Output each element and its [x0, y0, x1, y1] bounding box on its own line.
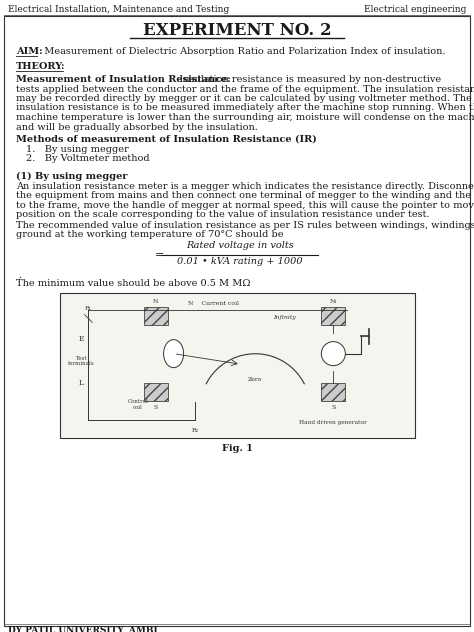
Bar: [321, 307, 346, 325]
Ellipse shape: [164, 339, 183, 368]
Text: N: N: [153, 299, 158, 304]
Text: the equipment from mains and then connect one terminal of megger to the winding : the equipment from mains and then connec…: [16, 191, 474, 200]
Bar: [60, 293, 415, 438]
Text: Rated voltage in volts: Rated voltage in volts: [186, 241, 294, 250]
Text: ground at the working temperature of 70°C should be: ground at the working temperature of 70°…: [16, 230, 283, 240]
Text: N    Current coil: N Current coil: [188, 301, 239, 307]
Text: Electrical engineering: Electrical engineering: [364, 5, 466, 14]
Text: Zero: Zero: [248, 377, 263, 382]
Text: Methods of measurement of Insulation Resistance (IR): Methods of measurement of Insulation Res…: [16, 135, 317, 144]
Text: (1) By using megger: (1) By using megger: [16, 173, 128, 181]
Text: N₁: N₁: [329, 299, 337, 304]
Bar: [144, 307, 168, 325]
Text: insulation resistance is to be measured immediately after the machine stop runni: insulation resistance is to be measured …: [16, 104, 474, 112]
Text: The recommended value of insulation resistance as per IS rules between windings,: The recommended value of insulation resi…: [16, 221, 474, 230]
Text: machine temperature is lower than the surrounding air, moisture will condense on: machine temperature is lower than the su…: [16, 113, 474, 122]
Text: 0.01 • kVA rating + 1000: 0.01 • kVA rating + 1000: [177, 257, 303, 266]
Text: EXPERIMENT NO. 2: EXPERIMENT NO. 2: [143, 22, 331, 39]
Text: 1.   By using megger: 1. By using megger: [26, 145, 129, 154]
Text: R₁: R₁: [85, 307, 92, 312]
Text: E: E: [79, 335, 84, 343]
Text: Hand driven generator: Hand driven generator: [300, 420, 367, 425]
Text: Fig. 1: Fig. 1: [221, 444, 253, 453]
Text: R₂: R₂: [191, 428, 199, 432]
Text: =: =: [155, 250, 164, 260]
Text: An insulation resistance meter is a megger which indicates the resistance direct: An insulation resistance meter is a megg…: [16, 182, 474, 191]
Text: position on the scale corresponding to the value of insulation resistance under : position on the scale corresponding to t…: [16, 210, 429, 219]
Bar: [144, 382, 168, 401]
Text: Infinity: Infinity: [273, 315, 296, 320]
Text: Insulation resistance is measured by non-destructive: Insulation resistance is measured by non…: [173, 75, 441, 84]
Text: Measurement of Insulation Resistance:: Measurement of Insulation Resistance:: [16, 75, 231, 84]
Text: to the frame, move the handle of megger at normal speed, this will cause the poi: to the frame, move the handle of megger …: [16, 201, 474, 210]
Text: S: S: [331, 404, 336, 410]
Text: may be recorded directly by megger or it can be calculated by using voltmeter me: may be recorded directly by megger or it…: [16, 94, 472, 103]
Text: AIM:: AIM:: [16, 47, 43, 56]
Text: .: .: [18, 271, 21, 280]
Text: The minimum value should be above 0.5 M MΩ: The minimum value should be above 0.5 M …: [16, 279, 250, 288]
Text: L: L: [79, 379, 84, 387]
Text: 2.   By Voltmeter method: 2. By Voltmeter method: [26, 154, 150, 163]
Text: DY PATIL UNIVERSITY, AMBI: DY PATIL UNIVERSITY, AMBI: [8, 626, 158, 632]
Text: S: S: [154, 404, 158, 410]
Text: Electrical Installation, Maintenance and Testing: Electrical Installation, Maintenance and…: [8, 5, 229, 14]
Bar: [321, 382, 346, 401]
Text: tests applied between the conductor and the frame of the equipment. The insulati: tests applied between the conductor and …: [16, 85, 474, 94]
Text: Test
terminals: Test terminals: [68, 355, 95, 367]
Text: THEORY:: THEORY:: [16, 62, 65, 71]
Circle shape: [321, 342, 346, 366]
Text: Control
coil: Control coil: [128, 399, 148, 410]
Text: and will be gradually absorbed by the insulation.: and will be gradually absorbed by the in…: [16, 123, 258, 131]
Text: Measurement of Dielectric Absorption Ratio and Polarization Index of insulation.: Measurement of Dielectric Absorption Rat…: [38, 47, 446, 56]
